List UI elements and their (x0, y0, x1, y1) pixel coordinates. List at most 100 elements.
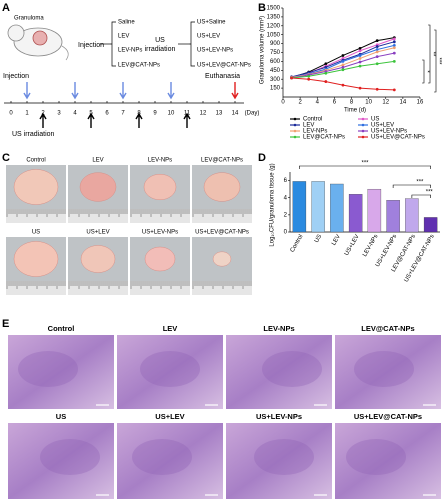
legend-label: US+LEV-NPs (371, 129, 407, 135)
tissue-texture (346, 439, 406, 475)
point (341, 65, 345, 69)
point (358, 54, 362, 57)
significance-bracket (411, 194, 431, 198)
legend-swatch (361, 117, 365, 121)
histology-image (117, 335, 223, 409)
point (358, 86, 362, 90)
point (341, 54, 345, 57)
point (392, 37, 396, 41)
x-tick-label: US (314, 234, 323, 244)
legend-label: Control (303, 117, 322, 123)
point (307, 77, 311, 81)
photo-label: US+LEV-NPs (142, 230, 178, 236)
bracket (110, 21, 116, 67)
legend-label: LEV@CAT-NPs (303, 135, 345, 141)
tissue (13, 241, 59, 277)
point (392, 40, 396, 44)
y-tick-label: 1500 (267, 6, 281, 12)
us-arrow (39, 112, 47, 128)
us-arrow (183, 112, 191, 128)
tissue (212, 251, 232, 267)
x-tick-label: 6 (333, 100, 337, 106)
legend-swatch (293, 129, 297, 133)
day-label: 4 (73, 111, 77, 117)
image-label: US+LEV@CAT-NPs (354, 412, 422, 421)
significance-bracket (299, 165, 431, 169)
legend-label: US+LEV@CAT-NPs (371, 135, 425, 141)
group-label: LEV@CAT-NPs (118, 63, 160, 69)
y-tick-label: 900 (270, 41, 281, 47)
day-label: 14 (232, 111, 239, 117)
point (375, 50, 379, 54)
mouse-illustration (7, 24, 69, 61)
point (358, 49, 362, 53)
group-label: LEV (118, 34, 129, 40)
tissue (80, 245, 116, 273)
injection-arrow (23, 82, 31, 100)
injection-label: Injection (78, 42, 104, 49)
tissue-texture (132, 439, 192, 475)
significance-label: *** (416, 180, 424, 186)
y-tick-label: 150 (270, 86, 281, 92)
point (341, 83, 345, 87)
day-label: 0 (9, 111, 13, 117)
tissue (79, 172, 117, 202)
mouse-label: Granuloma (14, 16, 44, 22)
y-tick-label: 4 (284, 195, 288, 201)
point (375, 55, 379, 59)
legend-swatch (361, 135, 365, 139)
histology-image (8, 423, 114, 499)
tissue-texture (254, 439, 314, 475)
y-tick-label: 6 (284, 178, 288, 184)
point (375, 39, 379, 43)
group-label: LEV-NPs (118, 48, 142, 54)
group-label: Saline (118, 20, 135, 26)
bar (423, 217, 438, 233)
x-axis-title: Time (d) (344, 108, 366, 114)
axes (282, 8, 420, 98)
y-tick-label: 0 (284, 230, 288, 236)
point (324, 80, 328, 83)
y-tick-label: 600 (270, 59, 281, 65)
group-label: US+LEV (197, 34, 220, 40)
point (358, 57, 362, 60)
us-label: US (155, 37, 165, 44)
legend-label: LEV-NPs (303, 129, 327, 135)
group-label: US+LEV-NPs (197, 48, 233, 54)
day-label: 13 (216, 111, 223, 117)
point (341, 60, 345, 63)
bracket (189, 21, 195, 67)
point (324, 62, 328, 66)
significance-bracket (422, 59, 425, 84)
tissue (13, 169, 59, 205)
image-label: US+LEV (155, 412, 184, 421)
y-tick-label: 1200 (267, 23, 281, 29)
point (341, 68, 345, 72)
bar (330, 183, 344, 233)
photo-label: US (32, 230, 40, 236)
bar (405, 198, 419, 233)
legend-label: LEV (303, 123, 314, 129)
x-tick-label: US+LEV (344, 234, 361, 257)
histology-image (8, 335, 114, 409)
point (375, 45, 379, 48)
significance-label: ** (429, 52, 435, 57)
day-label: 3 (57, 111, 61, 117)
tissue-texture (40, 439, 100, 475)
injection-arrow (119, 82, 127, 100)
x-tick-label: LEV-NPs (362, 234, 379, 258)
bar (386, 200, 400, 233)
x-tick-label: LEV (331, 234, 342, 247)
tissue-texture (262, 351, 322, 387)
us-arrow (87, 112, 95, 128)
image-label: LEV@CAT-NPs (361, 324, 414, 333)
image-label: LEV-NPs (263, 324, 294, 333)
panel-label: C (2, 152, 10, 164)
day-label: 1 (25, 111, 29, 117)
y-tick-label: 1050 (267, 32, 281, 38)
histology-image (335, 335, 441, 409)
y-tick-label: 2 (284, 212, 288, 218)
point (341, 63, 345, 67)
us-label: US irradiation (12, 131, 55, 138)
legend-swatch (361, 129, 365, 133)
